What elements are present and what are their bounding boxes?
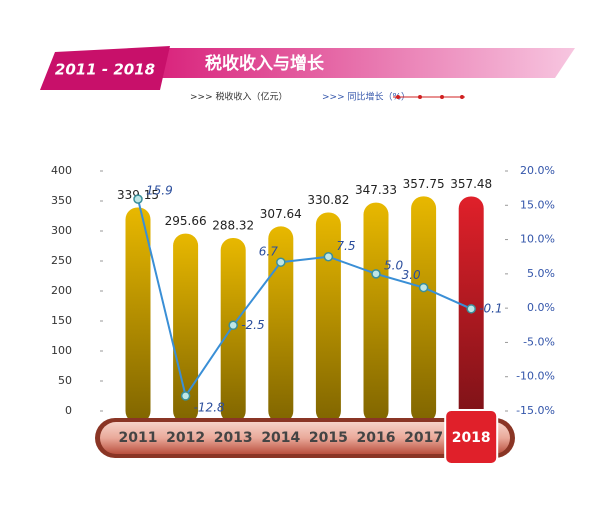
x-tick-label: 2013 <box>214 430 253 446</box>
bar-value-label: 307.64 <box>260 207 302 221</box>
line-value-label: -2.5 <box>241 318 264 332</box>
line-point <box>418 282 429 293</box>
legend-line-key <box>393 95 465 99</box>
bar <box>363 202 389 423</box>
y2-tick-label: 0.0% <box>527 301 555 314</box>
y-tick-label: 50 <box>58 374 72 387</box>
bar-value-label: 288.32 <box>212 219 254 233</box>
badge-text: 2011 - 2018 <box>55 61 155 79</box>
y2-tick-label: -5.0% <box>523 335 555 348</box>
y-tick-label: 150 <box>51 314 72 327</box>
y2-tick-label: 10.0% <box>520 233 555 246</box>
y2-tick-label: -10.0% <box>516 370 555 383</box>
y-tick-label: 350 <box>51 194 72 207</box>
bar <box>173 233 199 423</box>
legend-label: >>> 同比增长（%） <box>322 91 410 103</box>
y-tick-label: 100 <box>51 344 72 357</box>
line-value-label: 15.9 <box>146 184 173 198</box>
line-point <box>133 194 143 204</box>
bar <box>268 226 294 423</box>
y-tick-label: 400 <box>51 164 72 177</box>
x-tick-label: 2016 <box>357 430 396 446</box>
line-point <box>276 257 286 267</box>
line-point <box>228 320 238 331</box>
y2-tick-label: 5.0% <box>527 267 555 280</box>
line-point <box>466 304 476 314</box>
x-tick-label: 2018 <box>452 430 491 446</box>
y-tick-label: 300 <box>51 224 72 237</box>
y2-tick-label: 20.0% <box>520 164 555 177</box>
bar <box>125 207 151 423</box>
y2-tick-label: -15.0% <box>516 404 555 417</box>
bar-value-label: 330.82 <box>307 193 349 207</box>
line-value-label: -12.8 <box>194 400 225 414</box>
category-pill <box>100 422 510 454</box>
line-value-label: 6.7 <box>259 245 278 259</box>
line-point <box>323 251 334 262</box>
line-value-label: 5.0 <box>384 258 403 272</box>
x-tick-label: 2017 <box>404 430 443 446</box>
line-value-label: -0.1 <box>479 301 502 315</box>
header-banner <box>150 48 575 78</box>
bar-value-label: 357.75 <box>403 177 445 191</box>
y-tick-label: 0 <box>65 404 72 417</box>
y-tick-label: 200 <box>51 284 72 297</box>
line <box>137 198 472 399</box>
x-tick-label: 2011 <box>119 430 158 446</box>
bar-value-label: 357.48 <box>450 177 492 191</box>
bar <box>220 238 246 423</box>
line-value-label: 3.0 <box>402 268 421 282</box>
line-value-label: 7.5 <box>336 239 355 253</box>
header-badge <box>40 46 170 90</box>
y2-tick-label: 15.0% <box>520 198 555 211</box>
x-tick-label: 2014 <box>261 430 300 446</box>
bar <box>411 196 437 423</box>
line-point <box>371 269 381 279</box>
bar-value-label: 295.66 <box>165 214 207 228</box>
bar <box>315 212 341 423</box>
category-badge <box>444 409 499 465</box>
x-tick-label: 2012 <box>166 430 205 446</box>
y-tick-label: 250 <box>51 254 72 267</box>
bar-value-label: 347.33 <box>355 183 397 197</box>
x-tick-label: 2015 <box>309 430 348 446</box>
chart-title: 税收收入与增长 <box>205 53 325 74</box>
legend-label: >>> 税收收入（亿元） <box>190 91 287 103</box>
line-point <box>180 391 191 401</box>
